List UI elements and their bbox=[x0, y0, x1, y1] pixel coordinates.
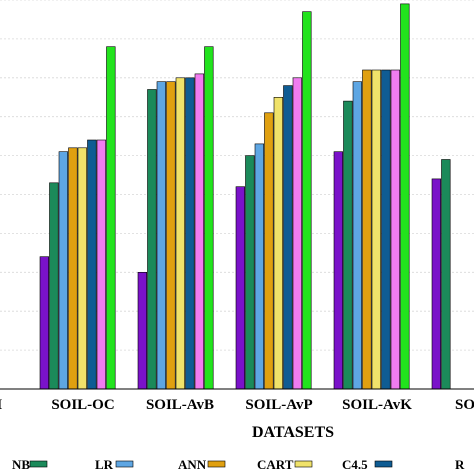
x-axis-title: DATASETS bbox=[252, 424, 334, 441]
x-tick-label: SOIL-OC bbox=[51, 397, 114, 413]
legend-label: CART bbox=[257, 457, 294, 472]
x-tick-label: SOIL-AvB bbox=[146, 397, 214, 413]
bar-r--4 bbox=[400, 3, 410, 390]
x-tick-label: SOIL-AvP bbox=[245, 397, 312, 413]
bar-nb-1 bbox=[39, 256, 49, 390]
bar-ann-1 bbox=[68, 147, 78, 390]
bar-lr-4 bbox=[352, 81, 362, 390]
legend-swatch bbox=[207, 460, 226, 468]
bar-nb-4 bbox=[333, 151, 343, 390]
x-tick-labels: H SOIL-OC SOIL-AvB SOIL-AvP SOIL-AvK SOIL bbox=[0, 397, 474, 413]
x-tick-label: SOIL bbox=[455, 397, 474, 413]
x-tick-label: SOIL-AvK bbox=[342, 397, 412, 413]
bar-c4-5-2 bbox=[185, 77, 195, 390]
bar-nb-2 bbox=[137, 271, 147, 390]
legend-swatch bbox=[115, 460, 134, 468]
bar-c4-5-3 bbox=[283, 85, 293, 390]
bar-series-6-3 bbox=[292, 77, 302, 390]
bar-r--2 bbox=[204, 46, 214, 390]
bar-series-1-5 bbox=[441, 159, 451, 390]
bar-r--1 bbox=[106, 46, 116, 390]
legend-swatch bbox=[29, 460, 48, 468]
legend-label: LR bbox=[95, 457, 114, 472]
bar-series-1-1 bbox=[49, 182, 59, 390]
legend-label: R bbox=[455, 457, 465, 472]
bar-series-6-4 bbox=[390, 69, 400, 390]
legend-label: ANN bbox=[178, 457, 207, 472]
bar-lr-3 bbox=[254, 143, 264, 390]
bar-ann-2 bbox=[166, 81, 176, 390]
bar-cart-2 bbox=[175, 77, 185, 390]
legend-swatch bbox=[374, 460, 393, 468]
legend-swatch bbox=[294, 460, 313, 468]
legend-label: NB bbox=[12, 457, 30, 472]
bar-series-6-2 bbox=[194, 73, 204, 390]
x-tick-label: H bbox=[0, 397, 2, 413]
bar-series-1-4 bbox=[343, 100, 353, 390]
bar-series-6-1 bbox=[96, 139, 106, 390]
bar-series-1-2 bbox=[147, 89, 157, 390]
bar-series-1-3 bbox=[245, 155, 255, 390]
bars bbox=[39, 3, 451, 390]
bar-cart-3 bbox=[273, 97, 283, 390]
legend: NB LR ANN CART C4.5 R bbox=[12, 457, 465, 472]
legend-label: C4.5 bbox=[342, 457, 368, 472]
bar-c4-5-4 bbox=[381, 69, 391, 390]
bar-cart-4 bbox=[371, 69, 381, 390]
bar-c4-5-1 bbox=[87, 139, 97, 390]
bar-ann-3 bbox=[264, 112, 274, 390]
bar-ann-4 bbox=[362, 69, 372, 390]
bar-nb-3 bbox=[235, 186, 245, 390]
bar-lr-1 bbox=[58, 151, 68, 390]
bar-lr-2 bbox=[156, 81, 166, 390]
bar-nb-5 bbox=[431, 178, 441, 390]
bar-cart-1 bbox=[77, 147, 87, 390]
bar-r--3 bbox=[302, 11, 312, 390]
